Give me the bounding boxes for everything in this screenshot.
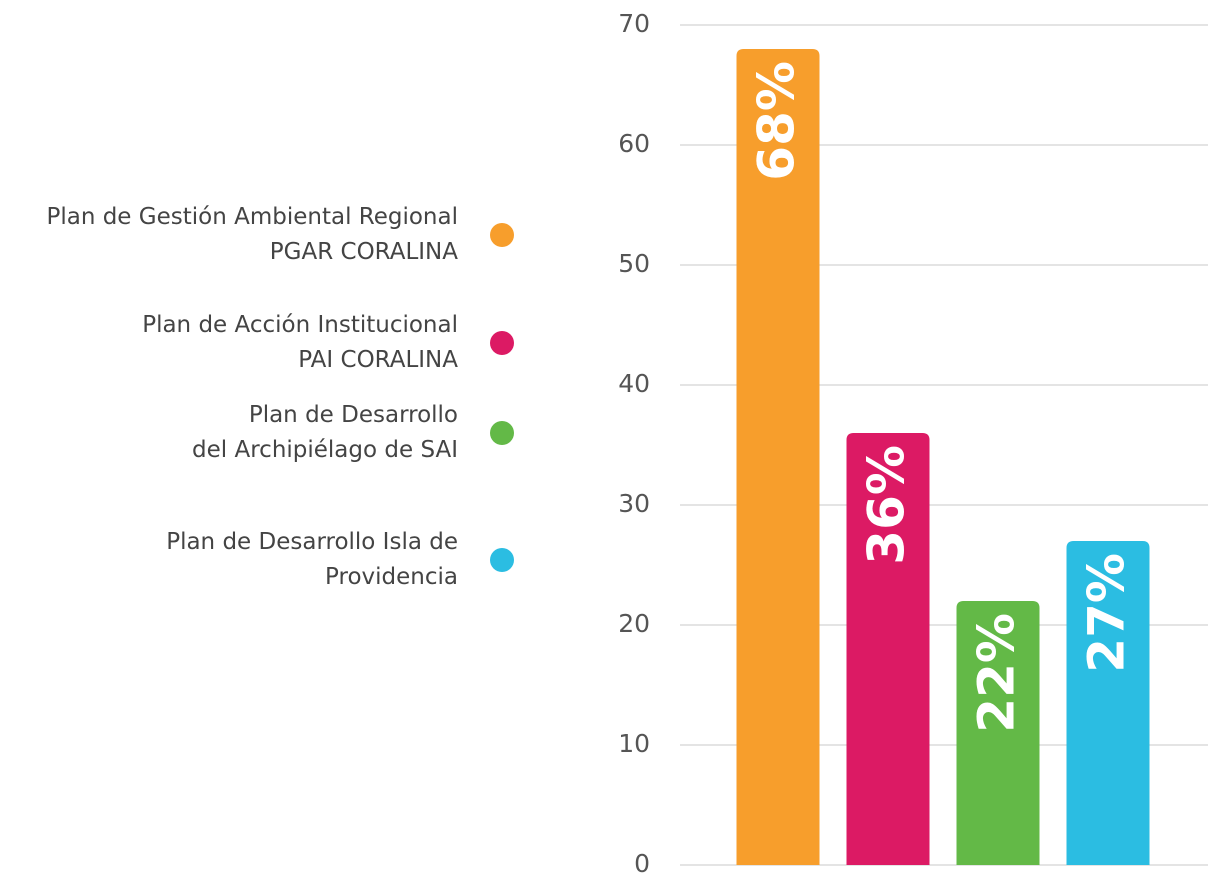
y-tick-label: 50: [618, 249, 650, 278]
y-tick-label: 10: [618, 729, 650, 758]
bar: [736, 49, 820, 865]
bar: [956, 601, 1040, 865]
legend-label: Plan de Desarrollo Isla de Providencia: [166, 529, 458, 590]
y-tick-label: 60: [618, 129, 650, 158]
value-label: 22%: [968, 613, 1026, 733]
legend-label: Plan de Gestión Ambiental Regional PGAR …: [46, 204, 458, 265]
legend-label: Plan de Acción Institucional PAI CORALIN…: [142, 312, 458, 373]
value-label: 36%: [858, 445, 916, 565]
value-label: 68%: [748, 61, 806, 181]
y-tick-label: 70: [618, 9, 650, 38]
legend-swatch: [490, 223, 514, 247]
value-label: 27%: [1078, 553, 1136, 673]
bar: [846, 433, 930, 865]
bar: [1066, 541, 1150, 865]
y-tick-label: 0: [634, 849, 650, 876]
y-tick-label: 30: [618, 489, 650, 518]
legend-swatch: [490, 331, 514, 355]
y-tick-label: 40: [618, 369, 650, 398]
legend-label: Plan de Desarrollo del Archipiélago de S…: [192, 402, 458, 463]
legend-swatch: [490, 421, 514, 445]
y-tick-label: 20: [618, 609, 650, 638]
legend-swatch: [490, 548, 514, 572]
